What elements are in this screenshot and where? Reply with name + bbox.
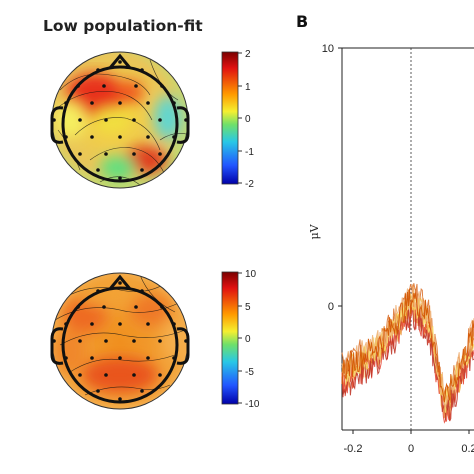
topomap-2 <box>50 272 190 410</box>
left-ear-2 <box>50 327 64 365</box>
erp-trace-9 <box>341 288 474 403</box>
head-outline-1 <box>61 65 179 183</box>
colorbar-1: 2 1 0 -1 -2 <box>221 49 254 190</box>
colorbar-2-tick-4: -10 <box>245 399 260 410</box>
colorbar-1-tick-4: -2 <box>245 179 254 190</box>
erp-chart: 10 0 μV -0.2 0 0.2 <box>308 43 474 455</box>
colorbar-2-tick-3: -5 <box>245 367 254 378</box>
x-tick-neg02: -0.2 <box>344 443 363 455</box>
colorbar-2-tick-0: 10 <box>245 269 257 280</box>
y-tick-0: 0 <box>328 301 334 313</box>
x-tick-02: 0.2 <box>461 443 474 455</box>
left-ear-1 <box>50 106 64 144</box>
panel-a-title: Low population-fit <box>43 17 203 35</box>
topomap-1 <box>50 51 190 189</box>
nose-2 <box>108 274 132 290</box>
colorbar-1-tick-3: -1 <box>245 147 254 158</box>
right-ear-1 <box>176 106 190 144</box>
colorbar-1-tick-1: 1 <box>245 82 251 93</box>
colorbar-2: 10 5 0 -5 -10 <box>221 269 260 410</box>
colorbar-2-tick-1: 5 <box>245 302 251 313</box>
nose-1 <box>108 53 132 69</box>
colorbar-1-tick-2: 0 <box>245 114 251 125</box>
colorbar-1-tick-0: 2 <box>245 49 251 60</box>
right-ear-2 <box>176 327 190 365</box>
head-outline-2 <box>61 286 179 404</box>
colorbar-2-tick-2: 0 <box>245 334 251 345</box>
y-axis-label: μV <box>308 223 321 239</box>
y-tick-10: 10 <box>322 43 334 55</box>
x-tick-0: 0 <box>408 443 414 455</box>
panel-b-label: B <box>296 12 308 31</box>
erp-traces <box>341 283 474 424</box>
